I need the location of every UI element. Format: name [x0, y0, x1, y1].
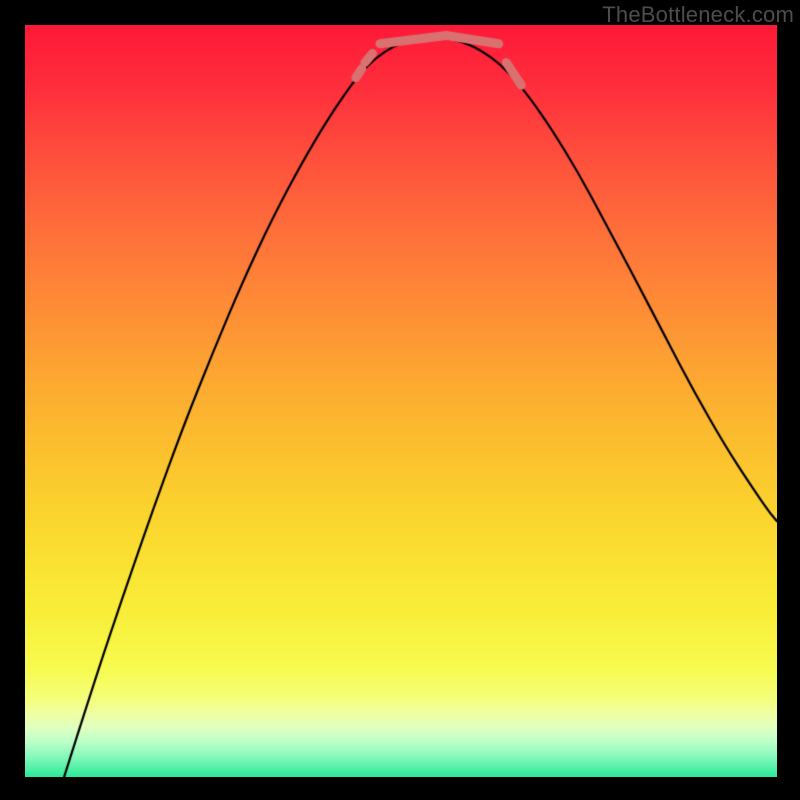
chart-frame: TheBottleneck.com: [0, 0, 800, 800]
watermark-text: TheBottleneck.com: [602, 2, 794, 28]
plot-canvas: [25, 25, 777, 777]
plot-area: [25, 25, 777, 777]
